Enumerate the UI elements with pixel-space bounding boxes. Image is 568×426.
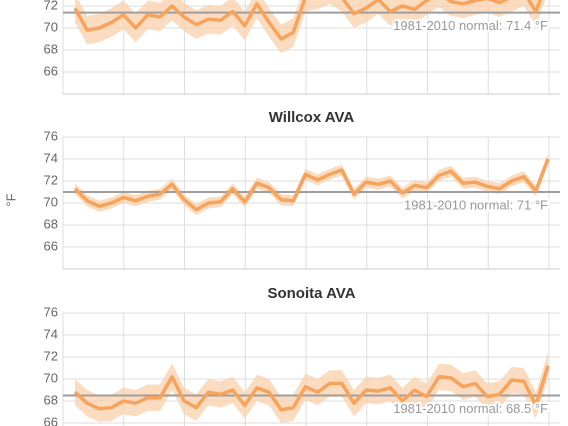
- y-tick-label: 76: [44, 128, 58, 143]
- y-tick-label: 66: [44, 414, 58, 426]
- y-tick-label: 70: [44, 194, 58, 209]
- normal-label: 1981-2010 normal: 71.4 °F: [393, 18, 548, 33]
- y-tick-label: 68: [44, 392, 58, 407]
- y-tick-label: 76: [44, 304, 58, 319]
- y-tick-label: 72: [44, 348, 58, 363]
- panel: Sonoita AVA 66 68 70 72 74 76 1981-2010 normal:…: [44, 285, 560, 426]
- y-tick-label: 70: [44, 19, 58, 34]
- y-tick-label: 68: [44, 216, 58, 231]
- y-axis-label: °F: [3, 193, 18, 206]
- chart-title: Willcox AVA: [269, 109, 355, 126]
- y-tick-label: 70: [44, 370, 58, 385]
- panel: Willcox AVA 66 68 70 72 74 76 1981-2010 normal:…: [44, 109, 560, 270]
- series-line: [73, 158, 550, 212]
- y-tick-label: 66: [44, 238, 58, 253]
- y-tick-label: 74: [44, 150, 58, 165]
- y-tick-label: 66: [44, 63, 58, 78]
- series-line: [73, 0, 542, 41]
- normal-label: 1981-2010 normal: 71 °F: [404, 197, 548, 212]
- y-tick-label: 68: [44, 41, 58, 56]
- y-tick-label: 74: [44, 326, 58, 341]
- normal-label: 1981-2010 normal: 68.5 °F: [393, 401, 548, 416]
- series-line: [73, 365, 550, 412]
- chart-title: Sonoita AVA: [267, 285, 355, 302]
- y-tick-label: 72: [44, 0, 58, 12]
- y-tick-label: 72: [44, 172, 58, 187]
